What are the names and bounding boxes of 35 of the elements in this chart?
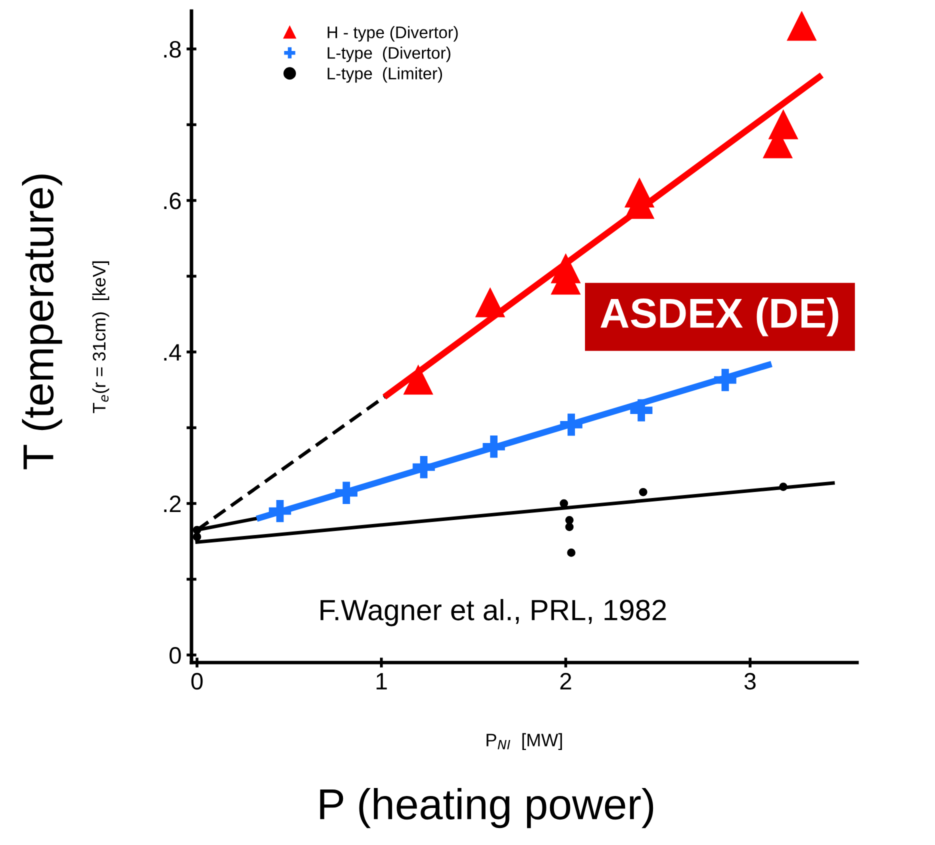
annotation: ASDEX (DE)	[600, 297, 838, 336]
point	[404, 365, 433, 395]
x-axis-title: P$_{NI}$ [MW]	[486, 733, 562, 750]
text: T (temperature)	[22, 174, 62, 470]
y-tick-label: .4	[164, 344, 182, 361]
point	[565, 516, 574, 524]
annotation: F.Wagner et al., PRL, 1982	[320, 599, 666, 626]
point	[476, 288, 505, 318]
point	[779, 482, 788, 491]
point	[630, 399, 652, 422]
y-tick-label: .6	[164, 192, 181, 210]
text: P (heating power)	[320, 788, 654, 828]
y-tick-label: .8	[164, 41, 181, 58]
y-axis-title: T$_{e}$(r = 31cm) [keV]	[92, 261, 110, 414]
point	[335, 482, 358, 504]
point	[192, 532, 202, 541]
x-tick-label: 3	[744, 672, 756, 690]
x-tick-label: 1	[376, 673, 387, 690]
x-tick-label: 2	[560, 672, 572, 690]
x-tick-label: 0	[191, 672, 203, 690]
point	[565, 522, 574, 532]
legend-label: L-type (Divertor)	[328, 46, 450, 62]
legend-label: L-type (Limiter)	[328, 67, 442, 83]
point	[268, 500, 292, 522]
point	[639, 488, 648, 496]
y-tick-label: 0	[170, 647, 181, 664]
point	[482, 436, 505, 458]
point	[714, 368, 736, 392]
legend-label: H - type (Divertor)	[328, 26, 458, 42]
point	[192, 526, 202, 534]
point	[560, 414, 582, 436]
point	[567, 548, 576, 557]
point	[787, 12, 816, 41]
y-tick-label: .2	[164, 496, 181, 512]
point	[412, 456, 435, 478]
